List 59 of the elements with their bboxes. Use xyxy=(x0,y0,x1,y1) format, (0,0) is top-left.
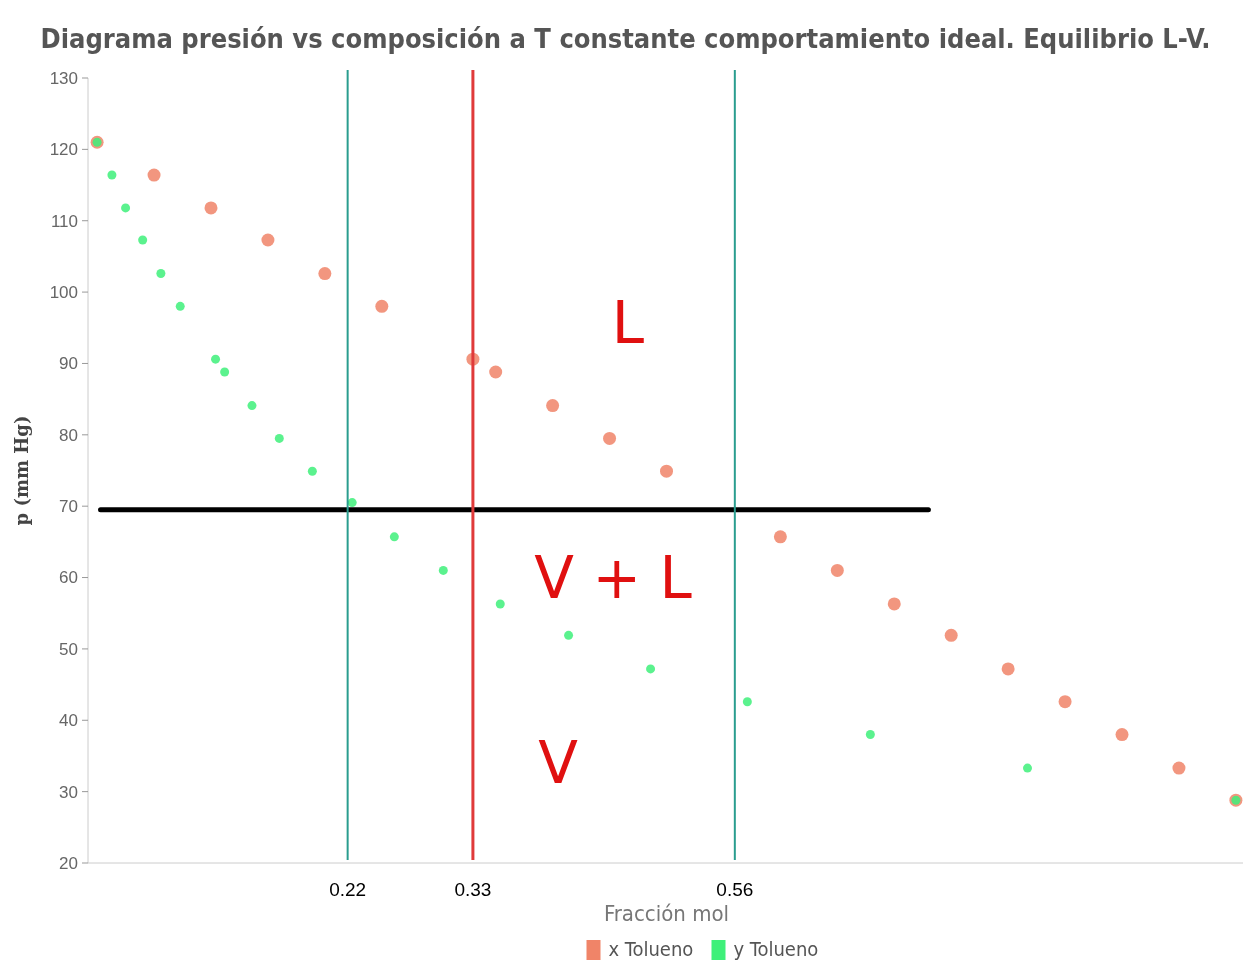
point xyxy=(1058,695,1072,709)
point xyxy=(347,498,357,508)
legend-label: x Tolueno xyxy=(608,937,694,961)
y-tick-label: 120 xyxy=(49,140,78,160)
point xyxy=(865,730,875,740)
point xyxy=(211,354,221,364)
point xyxy=(1172,761,1186,775)
y-tick-label: 60 xyxy=(59,568,78,588)
point xyxy=(887,597,901,611)
y-tick-label: 80 xyxy=(59,425,78,445)
y-tick-label: 100 xyxy=(49,283,78,303)
point xyxy=(247,401,257,411)
point xyxy=(156,269,166,279)
point xyxy=(646,664,656,674)
annotation: V xyxy=(538,729,579,798)
point xyxy=(603,431,617,445)
y-tick-label: 70 xyxy=(59,497,78,517)
y-tick-label: 90 xyxy=(59,354,78,374)
point xyxy=(944,628,958,642)
annotation: L xyxy=(611,289,645,358)
chart-title: Diagrama presión vs composición a T constante comportamiento ideal. Equilibrio L-V. xyxy=(40,23,1211,54)
point xyxy=(495,599,505,609)
y-axis-title: p (mm Hg) xyxy=(11,415,32,526)
x-axis-title: Fracción mol xyxy=(603,901,730,926)
point xyxy=(742,697,752,707)
point xyxy=(261,233,275,247)
annotation: V + L xyxy=(534,544,692,613)
point xyxy=(389,532,399,542)
y-tick-label: 50 xyxy=(59,639,78,659)
point xyxy=(489,365,503,379)
y-tick-label: 40 xyxy=(59,711,78,731)
point xyxy=(1001,662,1015,676)
point xyxy=(138,235,148,245)
point xyxy=(546,399,560,413)
point xyxy=(830,563,844,577)
point xyxy=(220,367,230,377)
x-tick-label: 0.33 xyxy=(454,879,492,900)
y-tick-label: 130 xyxy=(49,68,78,88)
point xyxy=(204,201,218,215)
point xyxy=(660,464,673,478)
point xyxy=(175,301,185,311)
point xyxy=(1115,728,1129,742)
y-tick-label: 20 xyxy=(59,853,78,873)
point xyxy=(773,530,787,544)
point xyxy=(147,168,161,182)
y-tick-label: 30 xyxy=(59,782,78,802)
legend-label: y Tolueno xyxy=(733,937,819,961)
point xyxy=(318,267,332,281)
point xyxy=(307,466,317,476)
y-tick-label: 110 xyxy=(50,211,78,231)
point xyxy=(1022,763,1032,773)
point xyxy=(375,299,389,313)
point xyxy=(274,433,284,443)
x-tick-label: 0.22 xyxy=(329,879,367,900)
point xyxy=(121,203,131,213)
point xyxy=(107,170,117,180)
x-tick-label: 0.56 xyxy=(716,879,754,900)
point xyxy=(564,630,574,640)
point xyxy=(438,565,448,575)
